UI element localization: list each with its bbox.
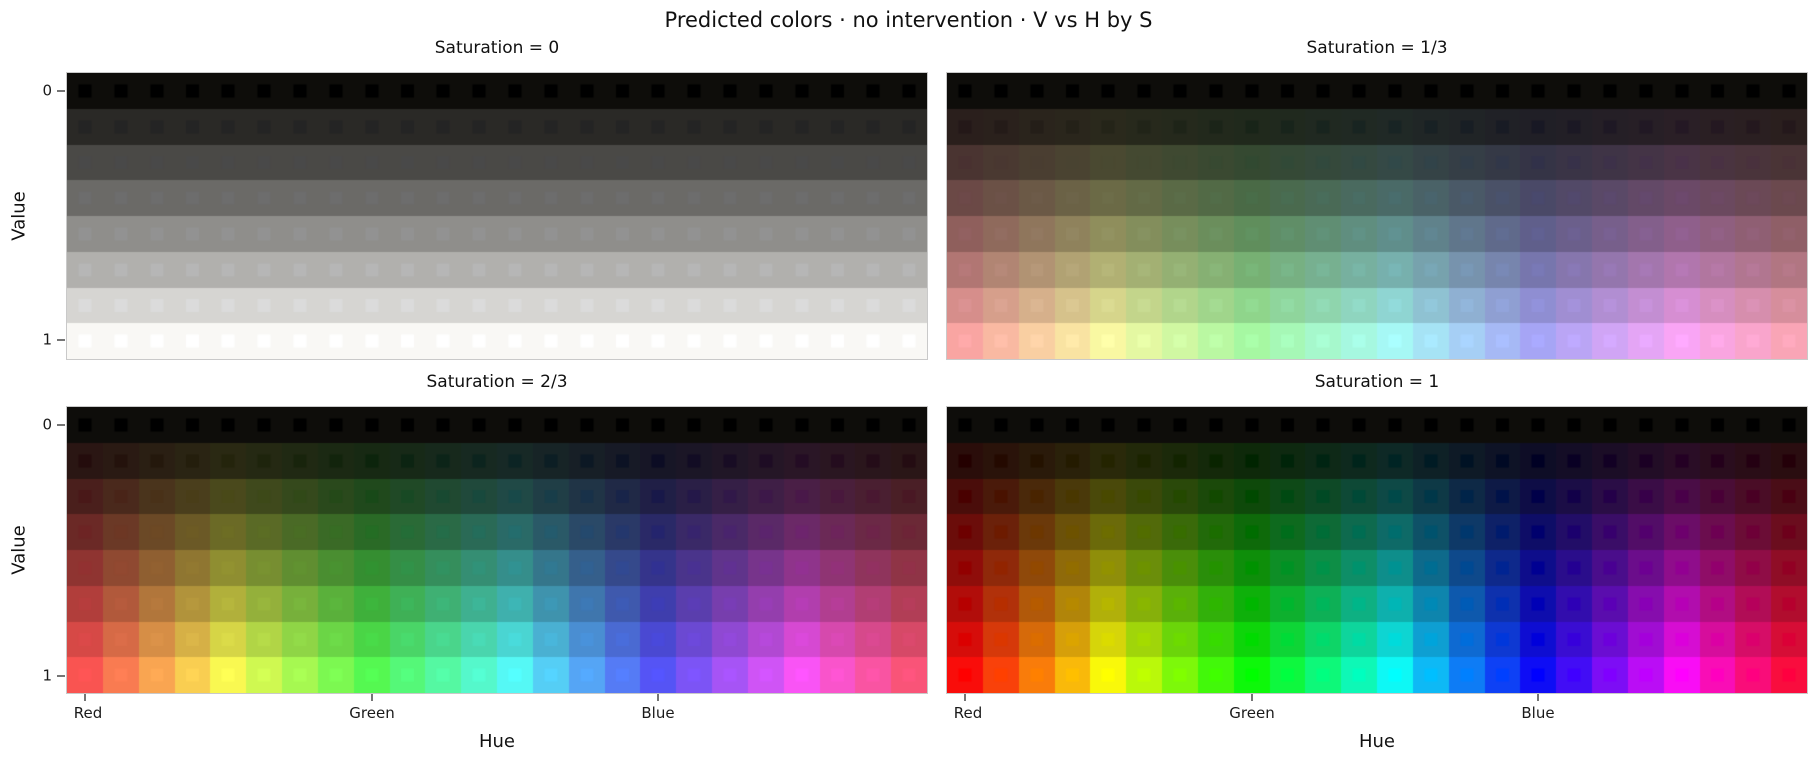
x-tick-mark	[84, 694, 86, 701]
y-tick-label-1-top: 1	[42, 330, 52, 349]
x-axis-label-right: Hue	[1358, 731, 1396, 752]
panel-title-saturation-2-3: Saturation = 2/3	[426, 372, 568, 392]
x-tick-label-red-right: Red	[953, 704, 983, 722]
x-tick-label-red-left: Red	[73, 704, 103, 722]
x-tick-label-green-left: Green	[349, 704, 395, 722]
y-tick-mark	[57, 675, 65, 677]
x-tick-mark	[964, 694, 966, 701]
y-tick-mark	[57, 424, 65, 426]
y-tick-mark	[57, 339, 65, 341]
panel-title-saturation-1-3: Saturation = 1/3	[1306, 38, 1448, 58]
x-tick-label-green-right: Green	[1229, 704, 1275, 722]
x-axis-label-left: Hue	[478, 731, 516, 752]
x-tick-mark	[1251, 694, 1253, 701]
x-tick-mark	[371, 694, 373, 701]
heatmap-saturation-0	[66, 72, 928, 360]
panel-title-saturation-1: Saturation = 1	[1314, 372, 1440, 392]
y-axis-label-bottom: Value	[8, 525, 30, 575]
y-tick-mark	[57, 90, 65, 92]
heatmap-saturation-2-3	[66, 406, 928, 694]
y-tick-label-0-bottom: 0	[42, 415, 52, 434]
heatmap-saturation-1-3	[946, 72, 1808, 360]
x-tick-label-blue-right: Blue	[1521, 704, 1555, 722]
panel-title-saturation-0: Saturation = 0	[434, 38, 560, 58]
figure-title: Predicted colors · no intervention · V v…	[664, 8, 1153, 32]
y-tick-label-0-top: 0	[42, 81, 52, 100]
y-axis-label-top: Value	[8, 191, 30, 241]
x-tick-label-blue-left: Blue	[641, 704, 675, 722]
x-tick-mark	[1537, 694, 1539, 701]
x-tick-mark	[657, 694, 659, 701]
heatmap-saturation-1	[946, 406, 1808, 694]
y-tick-label-1-bottom: 1	[42, 666, 52, 685]
